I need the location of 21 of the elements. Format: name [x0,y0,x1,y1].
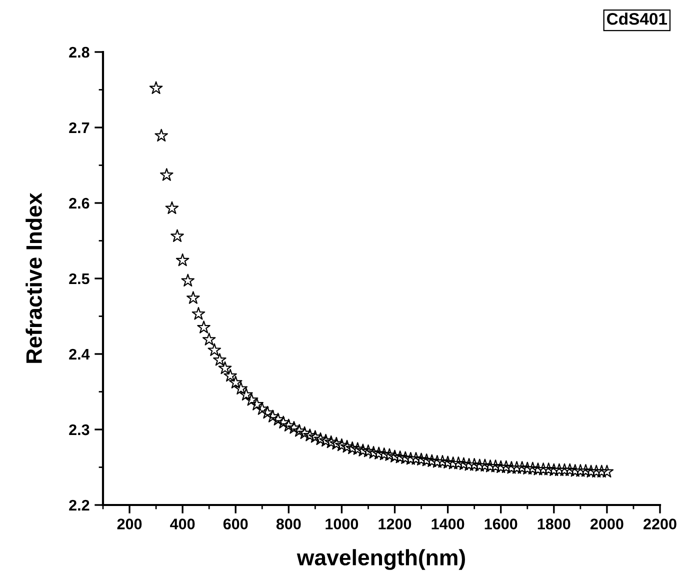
x-tick-label: 1800 [538,518,570,530]
y-axis-title: Refractive Index [26,192,42,363]
y-tick-label: 2.5 [69,273,90,284]
x-tick-label: 600 [223,518,248,530]
y-tick-label: 2.2 [69,500,90,511]
x-tick-label: 1000 [326,518,358,530]
x-tick-label: 1600 [484,518,518,530]
x-tick-label: 2200 [644,518,676,530]
y-tick-label: 2.4 [69,348,90,360]
y-tick-label: 2.6 [69,198,90,209]
x-tick-label: 2000 [590,518,624,530]
x-tick-label: 400 [170,518,195,530]
x-tick-label: 800 [276,518,301,530]
x-tick-label: 200 [117,518,142,530]
x-tick-label: 1200 [378,518,412,530]
x-axis-title: wavelength(nm) [296,549,465,570]
x-tick-label: 1400 [432,518,464,530]
y-tick-label: 2.7 [69,122,90,134]
y-tick-label: 2.8 [69,46,90,58]
text: CdS401 [607,12,668,25]
y-tick-label: 2.3 [69,424,90,436]
